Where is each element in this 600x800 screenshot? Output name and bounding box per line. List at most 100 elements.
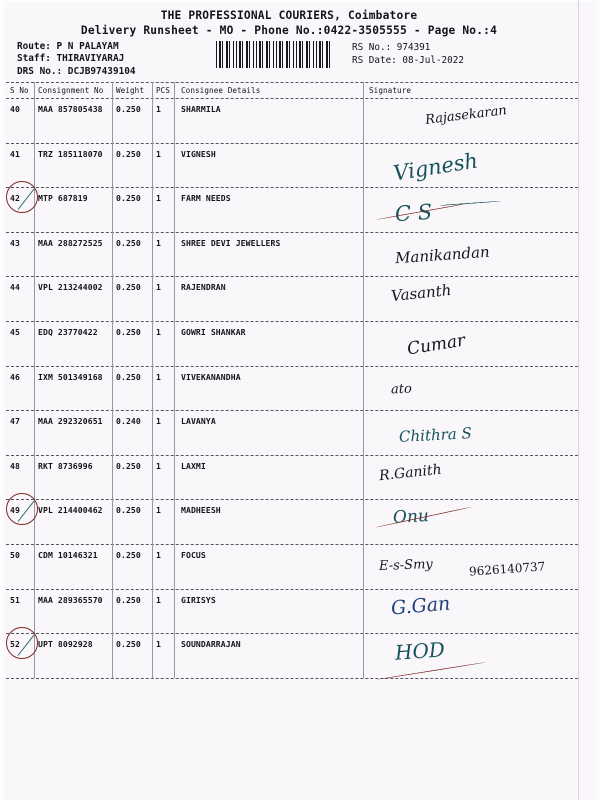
row-sno: 51 xyxy=(10,594,20,605)
row-consignee-details: LAXMI xyxy=(181,460,206,471)
row-sno: 46 xyxy=(10,371,20,382)
row-pcs: 1 xyxy=(156,237,161,248)
page-right-rule xyxy=(578,0,579,800)
row-consignment-number: TRZ 185118070 xyxy=(38,148,103,159)
signature-handwriting: R.Ganith xyxy=(378,461,443,485)
signature-handwriting: Cumar xyxy=(405,330,467,360)
row-sno: 44 xyxy=(10,282,20,293)
row-consignee-details: SHREE DEVI JEWELLERS xyxy=(181,237,281,248)
table-column-separator xyxy=(174,82,175,678)
row-weight: 0.250 xyxy=(116,371,141,382)
row-weight: 0.250 xyxy=(116,104,141,114)
row-consignment-number: MAA 288272525 xyxy=(38,237,103,248)
row-sno: 50 xyxy=(10,550,20,560)
document-subtitle: Delivery Runsheet - MO - Phone No.:0422-… xyxy=(80,24,498,37)
table-rule xyxy=(6,588,578,590)
row-pcs: 1 xyxy=(156,148,161,159)
row-consignee-details: LAVANYA xyxy=(181,416,216,427)
signature-handwriting: E-s-Smy xyxy=(378,557,434,574)
row-consignment-number: MAA 857805438 xyxy=(38,104,103,114)
row-consignee-details: GIRISYS xyxy=(181,594,216,605)
signature-underline-stroke xyxy=(438,200,501,206)
table-rule xyxy=(6,82,578,83)
row-weight: 0.250 xyxy=(116,460,141,471)
runsheet-barcode xyxy=(216,41,330,68)
header-right-block: RS No.: 974391 RS Date: 08-Jul-2022 xyxy=(352,42,464,68)
table-column-separator xyxy=(34,82,35,678)
row-pcs: 1 xyxy=(156,460,161,471)
row-sno: 47 xyxy=(10,416,20,427)
column-header-details: Consignee Details xyxy=(181,86,261,95)
route-label: Route: P N PALAYAM xyxy=(17,41,119,52)
rs-number-label: RS No.: 974391 xyxy=(352,42,431,53)
table-rule xyxy=(6,321,578,322)
sno-circle-annotation xyxy=(6,627,38,660)
row-consignment-number: MAA 289365570 xyxy=(38,594,103,605)
row-pcs: 1 xyxy=(156,193,161,204)
row-consignment-number: IXM 501349168 xyxy=(38,371,103,382)
row-weight: 0.240 xyxy=(116,416,141,427)
signature-underline-stroke xyxy=(376,203,466,221)
scan-edge-left xyxy=(0,0,6,800)
row-consignee-details: VIGNESH xyxy=(181,148,216,159)
row-consignee-details: VIVEKANANDHA xyxy=(181,371,241,382)
row-consignment-number: VPL 213244002 xyxy=(38,282,103,293)
table-rule xyxy=(6,142,578,144)
company-title: THE PROFESSIONAL COURIERS, Coimbatore xyxy=(160,9,418,22)
row-weight: 0.250 xyxy=(116,639,141,650)
row-consignee-details: FARM NEEDS xyxy=(181,193,231,204)
table-rule xyxy=(6,544,578,545)
signature-handwriting: Vignesh xyxy=(391,148,480,186)
row-consignee-details: GOWRI SHANKAR xyxy=(181,327,246,337)
row-pcs: 1 xyxy=(156,327,161,337)
drs-number-label: DRS No.: DCJB97439104 xyxy=(17,65,136,77)
row-consignee-details: SOUNDARRAJAN xyxy=(181,639,241,650)
table-column-separator xyxy=(152,82,153,678)
scan-edge-right xyxy=(590,0,600,800)
signature-handwriting: G.Gan xyxy=(390,592,452,620)
row-weight: 0.250 xyxy=(116,550,141,560)
row-consignee-details: RAJENDRAN xyxy=(181,282,226,293)
table-rule xyxy=(6,677,578,679)
table-rule xyxy=(6,231,578,233)
table-rule xyxy=(6,454,578,456)
row-sno: 43 xyxy=(10,237,20,248)
row-consignment-number: RKT 8736996 xyxy=(38,460,93,471)
signature-underline-stroke xyxy=(374,506,473,529)
row-consignment-number: MAA 292320651 xyxy=(38,416,103,427)
row-weight: 0.250 xyxy=(116,505,141,516)
row-pcs: 1 xyxy=(156,639,161,650)
sno-circle-annotation xyxy=(6,181,38,214)
row-consignment-number: VPL 214400462 xyxy=(38,505,103,516)
table-column-separator xyxy=(363,82,364,678)
row-sno: 48 xyxy=(10,460,20,471)
row-sno: 45 xyxy=(10,327,20,337)
row-weight: 0.250 xyxy=(116,327,141,337)
column-header-weight: Weight xyxy=(116,86,145,95)
row-pcs: 1 xyxy=(156,282,161,293)
row-consignee-details: MADHEESH xyxy=(181,505,221,516)
rs-date-label: RS Date: 08-Jul-2022 xyxy=(352,54,464,66)
column-header-pcs: PCS xyxy=(156,86,171,95)
scan-edge-top xyxy=(0,0,600,5)
signature-handwriting: Manikandan xyxy=(394,242,491,268)
row-pcs: 1 xyxy=(156,550,161,560)
table-rule xyxy=(6,410,578,412)
row-weight: 0.250 xyxy=(116,282,141,293)
signature-handwriting: ato xyxy=(390,381,413,397)
signature-handwriting: HOD xyxy=(394,637,446,665)
row-pcs: 1 xyxy=(156,505,161,516)
sno-circle-annotation xyxy=(6,493,38,526)
row-consignee-details: FOCUS xyxy=(181,550,206,560)
row-consignment-number: CDM 10146321 xyxy=(38,550,98,560)
row-consignment-number: MTP 687819 xyxy=(38,193,88,204)
row-weight: 0.250 xyxy=(116,594,141,605)
staff-label: Staff: THIRAVIYARAJ xyxy=(17,53,125,65)
row-weight: 0.250 xyxy=(116,148,141,159)
row-pcs: 1 xyxy=(156,104,161,114)
row-pcs: 1 xyxy=(156,594,161,605)
table-rule xyxy=(6,365,578,367)
column-header-sno: S No xyxy=(10,86,29,95)
row-consignment-number: UPT 8092928 xyxy=(38,639,93,650)
